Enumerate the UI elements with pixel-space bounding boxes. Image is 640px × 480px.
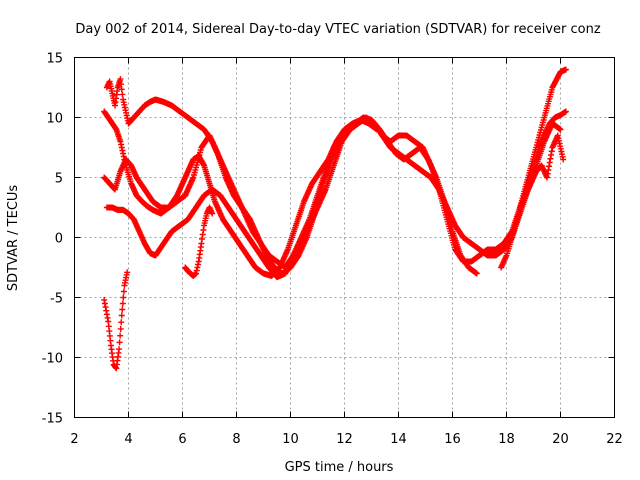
y-tick-label: -15 <box>42 412 63 427</box>
data-point <box>124 269 131 276</box>
data-point <box>119 306 126 313</box>
axis-ticks <box>74 57 615 418</box>
data-point <box>119 91 126 98</box>
data-point <box>120 294 127 301</box>
data-point <box>117 76 124 83</box>
x-tick-label: 18 <box>498 432 515 447</box>
data-point <box>120 288 127 295</box>
x-axis-label: GPS time / hours <box>285 460 394 475</box>
x-tick-label: 20 <box>552 432 569 447</box>
y-tick-label: -5 <box>50 292 63 307</box>
series-arc-2 <box>101 108 380 279</box>
data-point <box>560 156 567 163</box>
data-point <box>557 126 564 133</box>
y-tick-label: 0 <box>55 232 63 247</box>
data-point <box>118 319 125 326</box>
data-point <box>118 81 125 88</box>
y-axis-label: SDTVAR / TECUs <box>6 185 21 292</box>
x-tick-label: 16 <box>444 432 461 447</box>
data-point <box>473 270 480 277</box>
data-marks <box>101 66 569 372</box>
x-tick-label: 14 <box>390 432 407 447</box>
y-axis-tick-labels: -15 -10 -5 0 5 10 15 <box>42 52 63 427</box>
y-tick-label: 15 <box>46 52 63 67</box>
x-tick-label: 12 <box>336 432 353 447</box>
data-point <box>117 325 124 332</box>
x-tick-label: 4 <box>124 432 132 447</box>
data-point <box>118 86 125 93</box>
series-arc-6 <box>182 204 216 279</box>
x-tick-label: 2 <box>70 432 78 447</box>
x-tick-label: 22 <box>606 432 623 447</box>
data-point <box>119 300 126 307</box>
series-arc-8 <box>517 132 567 211</box>
data-point <box>562 66 569 73</box>
data-point <box>562 108 569 115</box>
x-tick-label: 6 <box>178 432 186 447</box>
data-point <box>116 346 123 353</box>
data-point <box>116 339 123 346</box>
x-tick-label: 8 <box>232 432 240 447</box>
chart-title: Day 002 of 2014, Sidereal Day-to-day VTE… <box>75 22 600 37</box>
y-tick-label: 10 <box>46 112 63 127</box>
y-tick-label: 5 <box>55 172 63 187</box>
x-tick-label: 10 <box>282 432 299 447</box>
series-arc-5 <box>103 66 569 281</box>
y-tick-label: -10 <box>42 352 63 367</box>
data-point <box>209 210 216 217</box>
data-point <box>118 312 125 319</box>
x-axis-tick-labels: 2 4 6 8 10 12 14 16 18 20 22 <box>70 432 622 447</box>
data-point <box>117 332 124 339</box>
series-arc-1 <box>101 269 131 372</box>
grid <box>74 57 615 418</box>
